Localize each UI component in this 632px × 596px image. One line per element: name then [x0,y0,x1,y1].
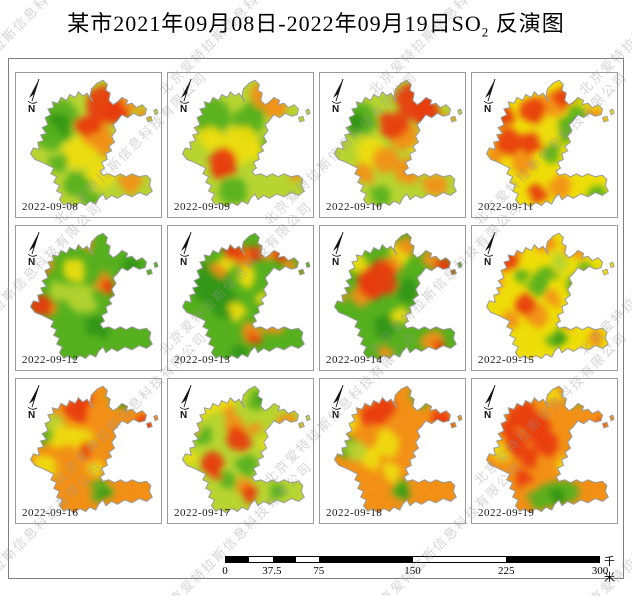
north-arrow-icon: N [22,383,46,421]
panel-date-label: 2022-09-13 [174,354,231,366]
north-arrow-icon: N [174,230,198,268]
svg-text:N: N [180,104,187,115]
map-panel: N 2022-09-08 [15,72,162,218]
so2-heatmap [485,79,615,208]
panel-date-label: 2022-09-19 [478,507,535,519]
map-panel: N 2022-09-14 [319,225,466,371]
panel-date-label: 2022-09-11 [478,201,534,213]
panel-date-label: 2022-09-18 [326,507,383,519]
scalebar-unit-label: 千米 [604,556,615,584]
svg-text:N: N [484,104,491,115]
north-arrow-icon: N [22,230,46,268]
panel-date-label: 2022-09-08 [22,201,79,213]
panel-date-label: 2022-09-16 [22,507,79,519]
svg-text:N: N [332,104,339,115]
panel-date-label: 2022-09-12 [22,354,79,366]
so2-heatmap [29,385,159,514]
panel-date-label: 2022-09-14 [326,354,383,366]
panel-date-label: 2022-09-09 [174,201,231,213]
so2-heatmap [485,232,615,361]
so2-heatmap [333,385,463,514]
north-arrow-icon: N [478,230,502,268]
map-panel: N 2022-09-10 [319,72,466,218]
map-panel: N 2022-09-17 [167,378,314,524]
scalebar-bar [225,556,600,563]
map-panel: N 2022-09-18 [319,378,466,524]
map-panel: N 2022-09-11 [471,72,618,218]
panel-date-label: 2022-09-15 [478,354,535,366]
scalebar-segment [505,557,599,562]
map-panel: N 2022-09-12 [15,225,162,371]
so2-heatmap [29,232,159,361]
svg-text:N: N [28,104,35,115]
title-suffix: 反演图 [489,11,565,36]
title-subscript: 2 [481,24,490,40]
so2-heatmap [181,232,311,361]
scalebar-tick-label: 0 [222,565,228,577]
so2-heatmap [181,79,311,208]
panel-date-label: 2022-09-10 [326,201,383,213]
svg-text:N: N [332,257,339,268]
scalebar-segment [272,557,296,562]
svg-text:N: N [484,257,491,268]
svg-text:N: N [28,257,35,268]
svg-text:N: N [180,257,187,268]
scalebar-tick-label: 225 [498,565,515,577]
scalebar-tick-label: 300 [591,565,609,577]
figure-frame: N 2022-09-08 N 2022-09-09 N 2022-09-10 N 2022-0… [8,58,624,584]
north-arrow-icon: N [478,383,502,421]
svg-text:N: N [332,410,339,421]
north-arrow-icon: N [174,383,198,421]
svg-text:N: N [484,410,491,421]
so2-heatmap [29,79,159,208]
scalebar-tick-label: 37.5 [262,565,282,577]
panel-date-label: 2022-09-17 [174,507,231,519]
map-panel: N 2022-09-09 [167,72,314,218]
scalebar-segment [319,557,413,562]
scalebar: 0 37.5 75 150 225 300 千米 [222,556,623,584]
north-arrow-icon: N [326,77,350,115]
map-panel: N 2022-09-19 [471,378,618,524]
map-panel: N 2022-09-13 [167,225,314,371]
so2-heatmap [333,232,463,361]
scalebar-tick-label: 150 [404,565,421,577]
north-arrow-icon: N [22,77,46,115]
svg-text:N: N [180,410,187,421]
svg-text:N: N [28,410,35,421]
title-text: 某市2021年09月08日-2022年09月19日SO [67,11,482,36]
so2-heatmap [333,79,463,208]
so2-heatmap [485,385,615,514]
map-grid: N 2022-09-08 N 2022-09-09 N 2022-09-10 N 2022-0… [15,72,618,524]
figure-title: 某市2021年09月08日-2022年09月19日SO2 反演图 [0,6,632,40]
scalebar-tick-label: 75 [313,565,325,577]
map-panel: N 2022-09-15 [471,225,618,371]
scalebar-segment [226,557,250,562]
north-arrow-icon: N [174,77,198,115]
north-arrow-icon: N [326,230,350,268]
map-panel: N 2022-09-16 [15,378,162,524]
so2-heatmap [181,385,311,514]
north-arrow-icon: N [478,77,502,115]
north-arrow-icon: N [326,383,350,421]
